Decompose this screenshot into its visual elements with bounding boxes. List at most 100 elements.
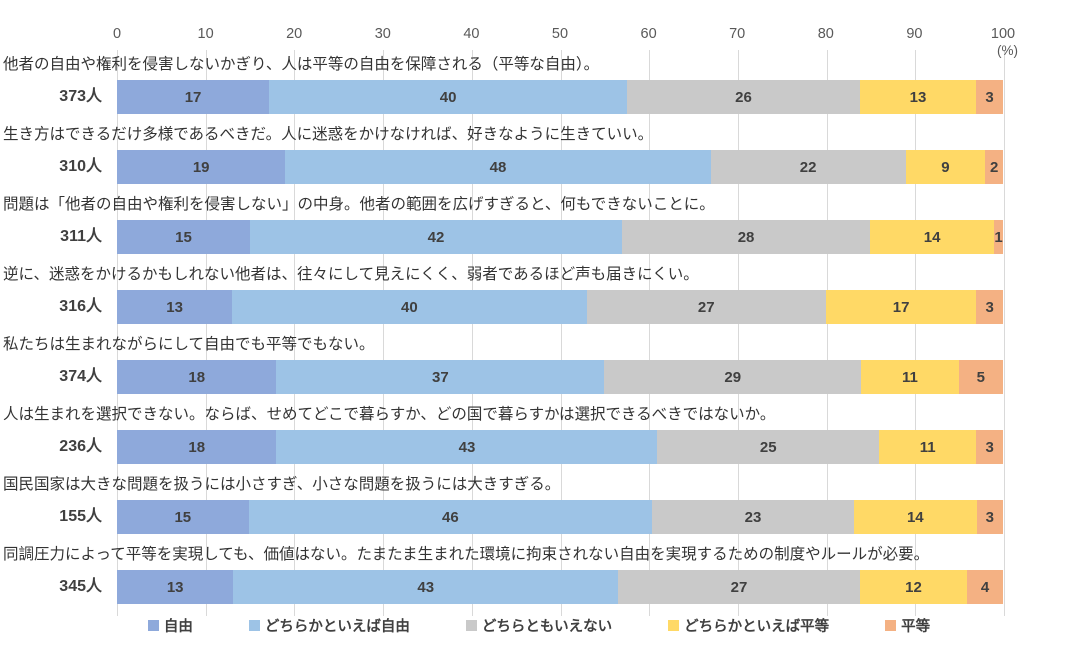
- bar-track: 15 46 23 14 3: [117, 500, 1003, 534]
- legend-item: どちらかといえば平等: [668, 615, 829, 636]
- bar-segment-どちらかといえば平等: 17: [825, 290, 977, 324]
- question-text: 国民国家は大きな問題を扱うには小さすぎ、小さな問題を扱うには大きすぎる。: [3, 476, 561, 493]
- bar-row: 373人 17 40 26 13 3: [0, 80, 1078, 114]
- bar-segment-自由: 15: [117, 220, 250, 254]
- bar-track: 13 40 27 17 3: [117, 290, 1004, 324]
- respondents-label: 236人: [59, 438, 102, 455]
- bar-segment-どちらかといえば自由: 37: [276, 360, 605, 394]
- legend-swatch-icon: [248, 619, 260, 631]
- bar-segment-どちらかといえば平等: 9: [905, 150, 986, 184]
- bar-segment-自由: 18: [117, 360, 277, 394]
- axis-tick-label: 100: [990, 26, 1016, 42]
- bar-segment-どちらかといえば自由: 40: [269, 80, 628, 114]
- bar-row: 155人 15 46 23 14 3: [0, 500, 1078, 534]
- bar-segment-自由: 15: [117, 500, 249, 534]
- gridline: [117, 50, 118, 616]
- bar-segment-平等: 3: [976, 290, 1004, 324]
- axis-ticks: (%) 0 10 20 30 40 50 60 70 80 90 100: [113, 0, 1018, 58]
- bar-segment-自由: 19: [117, 150, 286, 184]
- gridlines: [117, 50, 1005, 616]
- bar-segment-平等: 3: [976, 500, 1003, 534]
- axis-tick-label: 70: [729, 26, 746, 42]
- axis-unit-label: (%): [997, 43, 1018, 58]
- bar-segment-どちらかといえば平等: 11: [861, 360, 959, 394]
- gridline: [560, 50, 562, 616]
- respondents-label: 374人: [59, 368, 102, 385]
- legend-label: どちらともいえない: [481, 618, 613, 635]
- axis-tick-label: 60: [640, 26, 657, 42]
- bar-row: 311人 15 42 28 14 1: [0, 220, 1078, 254]
- axis-tick-label: 20: [286, 26, 303, 42]
- gridline: [826, 50, 828, 616]
- legend-label: 平等: [901, 618, 931, 635]
- legend-item: どちらかといえば自由: [248, 615, 410, 636]
- bar-segment-どちらかといえば自由: 48: [285, 150, 711, 184]
- bar-segment-どちらともいえない: 23: [652, 500, 854, 534]
- axis-area: (%) 0 10 20 30 40 50 60 70 80 90 100: [0, 0, 1078, 58]
- bar-segment-どちらともいえない: 27: [586, 290, 826, 324]
- legend-label: 自由: [163, 618, 193, 635]
- legend-label: どちらかといえば平等: [684, 618, 830, 635]
- bar-segment-平等: 3: [976, 430, 1003, 464]
- bar-row: 310人 19 48 22 9 2: [0, 150, 1078, 184]
- legend-swatch-icon: [668, 619, 680, 631]
- gridline: [915, 50, 917, 616]
- bar-row: 316人 13 40 27 17 3: [0, 290, 1078, 324]
- gridline: [649, 50, 651, 616]
- axis-tick-label: 80: [817, 26, 834, 42]
- legend-swatch-icon: [885, 619, 897, 631]
- gridline: [294, 50, 296, 616]
- legend-item: 自由: [147, 615, 193, 636]
- question-text: 逆に、迷惑をかけるかもしれない他者は、往々にして見えにくく、弱者であるほど声も届…: [3, 266, 699, 283]
- legend-item: どちらともいえない: [465, 615, 613, 636]
- bar-segment-どちらともいえない: 22: [710, 150, 906, 184]
- legend-swatch-icon: [465, 619, 477, 631]
- bar-segment-どちらかといえば自由: 46: [248, 500, 653, 534]
- legend: 自由 どちらかといえば自由 どちらともいえない どちらかといえば平等 平等: [0, 613, 1078, 637]
- respondents-label: 311人: [60, 228, 102, 245]
- bar-segment-平等: 1: [994, 220, 1004, 254]
- legend-swatch-icon: [147, 619, 159, 631]
- bar-track: 19 48 22 9 2: [117, 150, 1003, 184]
- question-text: 他者の自由や権利を侵害しないかぎり、人は平等の自由を保障される（平等な自由）。: [3, 56, 600, 73]
- bar-row: 236人 18 43 25 11 3: [0, 430, 1078, 464]
- bar-segment-平等: 3: [976, 80, 1003, 114]
- question-text: 生き方はできるだけ多様であるべきだ。人に迷惑をかけなければ、好きなように生きてい…: [3, 126, 654, 143]
- axis-tick-label: 30: [374, 26, 391, 42]
- bar-track: 18 43 25 11 3: [117, 430, 1003, 464]
- bar-segment-自由: 13: [117, 570, 234, 604]
- bar-segment-どちらともいえない: 25: [657, 430, 879, 464]
- respondents-label: 155人: [59, 508, 102, 525]
- bar-row: 345人 13 43 27 12 4: [0, 570, 1078, 604]
- respondents-label: 310人: [59, 158, 102, 175]
- gridline: [471, 50, 473, 616]
- bar-segment-どちらかといえば自由: 43: [276, 430, 658, 464]
- bar-segment-どちらともいえない: 27: [618, 570, 860, 604]
- bar-segment-自由: 17: [117, 80, 270, 114]
- gridline: [205, 50, 207, 616]
- gridline: [737, 50, 739, 616]
- axis-tick-label: 10: [197, 26, 214, 42]
- bar-segment-どちらともいえない: 29: [604, 360, 862, 394]
- bar-segment-どちらかといえば平等: 11: [878, 430, 977, 464]
- bar-segment-平等: 2: [985, 150, 1003, 184]
- axis-tick-label: 50: [551, 26, 569, 42]
- bar-row: 374人 18 37 29 11 5: [0, 360, 1078, 394]
- bar-segment-どちらかといえば平等: 13: [859, 80, 977, 114]
- bar-segment-どちらかといえば平等: 12: [859, 570, 968, 604]
- bar-segment-どちらかといえば自由: 40: [232, 290, 587, 324]
- respondents-label: 345人: [59, 578, 102, 595]
- bar-segment-どちらともいえない: 26: [627, 80, 860, 114]
- bar-segment-どちらともいえない: 28: [622, 220, 871, 254]
- bar-segment-どちらかといえば平等: 14: [870, 220, 995, 254]
- bar-segment-平等: 4: [967, 570, 1003, 604]
- gridline: [1004, 50, 1005, 616]
- bar-segment-平等: 5: [958, 360, 1003, 394]
- bar-track: 15 42 28 14 1: [117, 220, 1004, 254]
- bar-segment-どちらかといえば自由: 43: [233, 570, 619, 604]
- bar-track: 18 37 29 11 5: [117, 360, 1003, 394]
- respondents-label: 373人: [59, 88, 102, 105]
- legend-label: どちらかといえば自由: [264, 618, 410, 635]
- axis-tick-label: 90: [906, 26, 923, 42]
